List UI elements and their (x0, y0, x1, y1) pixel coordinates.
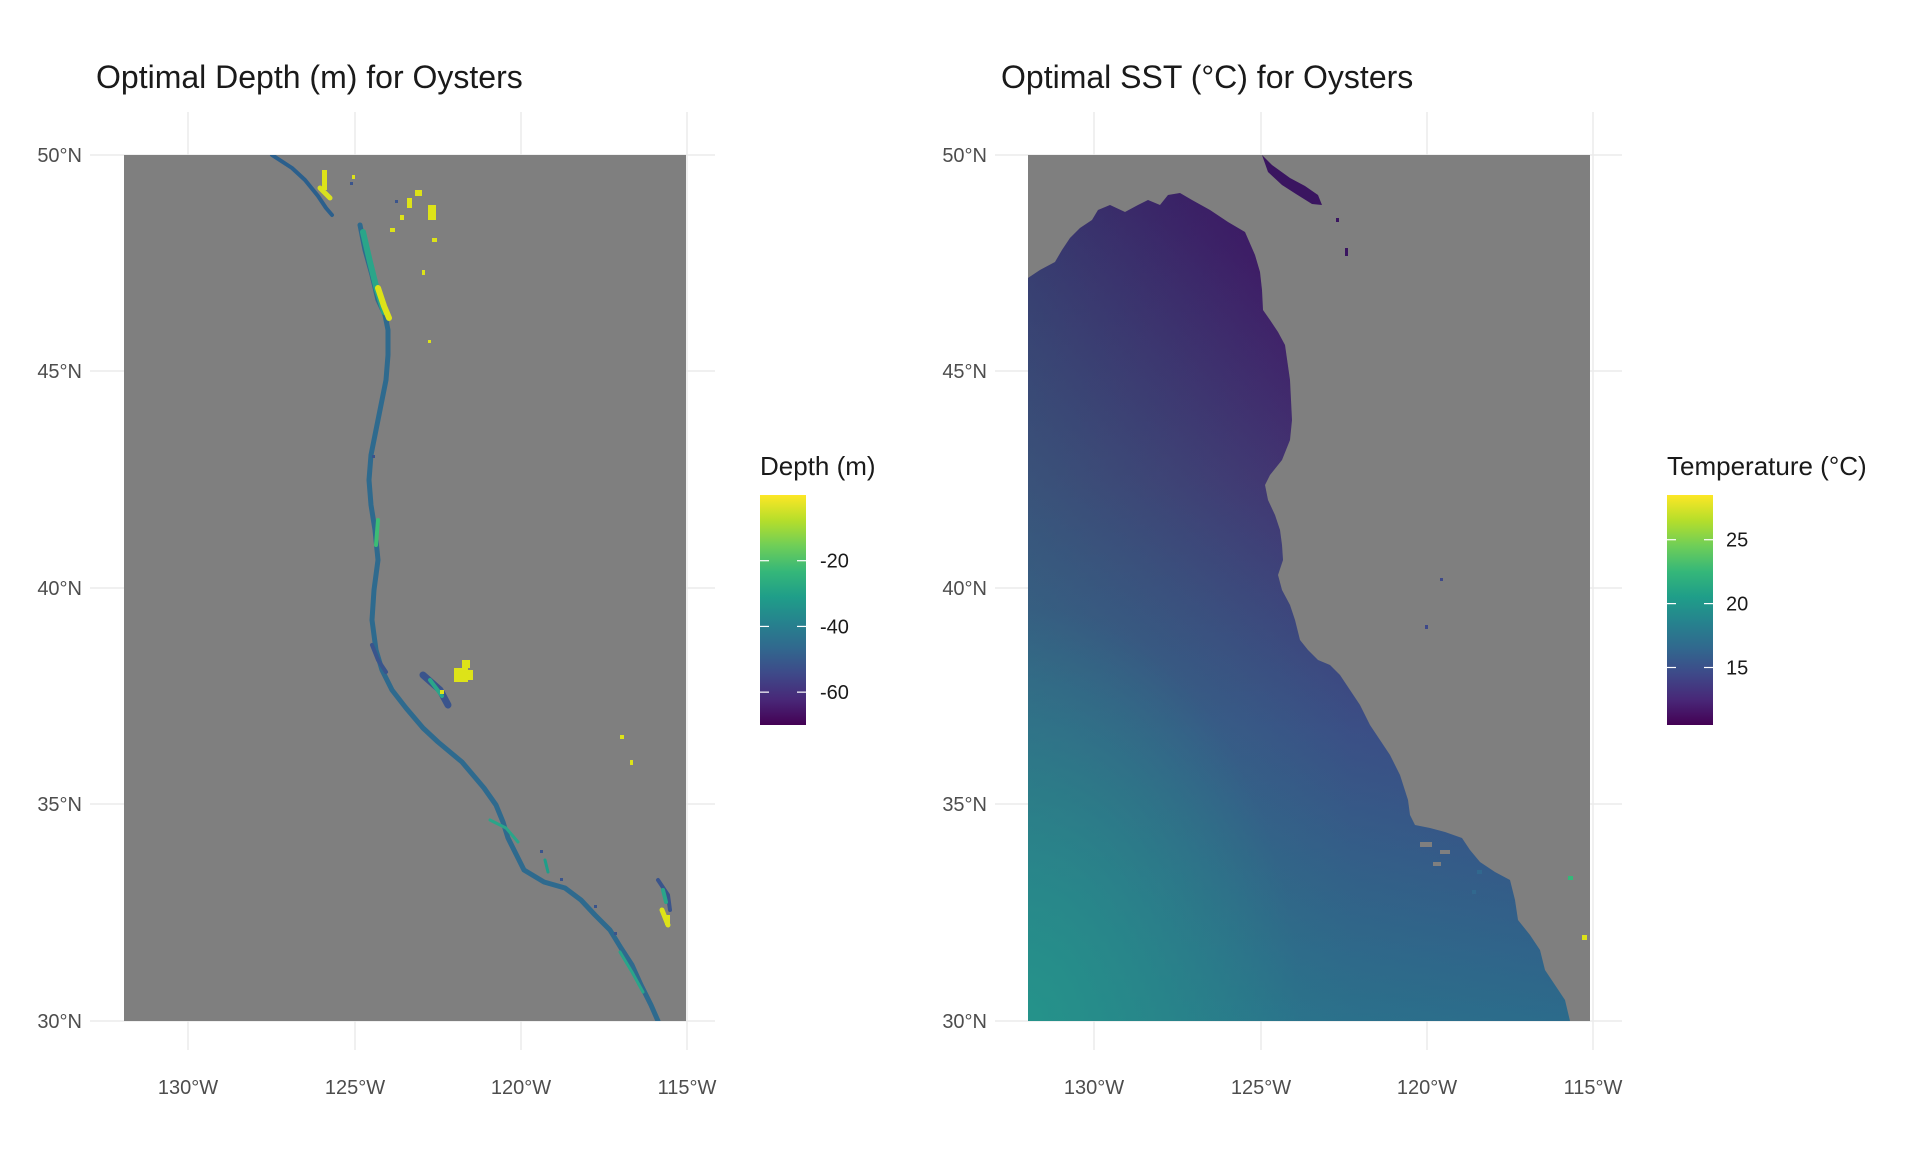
y-tick-label: 45°N (37, 361, 82, 383)
legend-colorbar (760, 495, 806, 725)
channel-islands (1420, 842, 1450, 866)
y-tick-label: 30°N (942, 1011, 987, 1033)
x-tick-label: 125°W (325, 1077, 385, 1099)
x-axis: 130°W 125°W 120°W 115°W (158, 1077, 717, 1099)
y-tick-label: 45°N (942, 361, 987, 383)
depth-legend: Depth (m) -20 -40 -60 (760, 451, 876, 725)
x-tick-label: 120°W (491, 1077, 551, 1099)
x-tick-label: 130°W (158, 1077, 218, 1099)
y-axis: 50°N 45°N 40°N 35°N 30°N (942, 145, 987, 1033)
legend-tick-label: 20 (1726, 594, 1748, 616)
y-tick-label: 50°N (37, 145, 82, 167)
legend-tick-label: -60 (820, 682, 849, 704)
depth-shallow-patches (322, 170, 670, 925)
x-tick-label: 115°W (658, 1077, 717, 1099)
x-axis: 130°W 125°W 120°W 115°W (1064, 1077, 1623, 1099)
y-tick-label: 40°N (942, 578, 987, 600)
sst-raster (1028, 155, 1590, 1021)
legend-tick-label: -20 (820, 551, 849, 573)
legend-colorbar (1667, 495, 1713, 725)
legend-tick-label: 25 (1726, 530, 1748, 552)
legend-title: Depth (m) (760, 451, 876, 481)
chart-title: Optimal SST (°C) for Oysters (1001, 59, 1413, 95)
x-tick-label: 115°W (1564, 1077, 1623, 1099)
x-tick-label: 130°W (1064, 1077, 1124, 1099)
depth-panel: Optimal Depth (m) for Oysters (37, 59, 875, 1099)
puget-sound-cells (1262, 155, 1348, 256)
chart-title: Optimal Depth (m) for Oysters (96, 59, 523, 95)
y-tick-label: 35°N (37, 794, 82, 816)
y-tick-label: 35°N (942, 794, 987, 816)
legend-title: Temperature (°C) (1667, 451, 1867, 481)
x-tick-label: 125°W (1231, 1077, 1291, 1099)
y-tick-label: 50°N (942, 145, 987, 167)
depth-small-cells (350, 182, 617, 935)
y-tick-label: 30°N (37, 1011, 82, 1033)
sst-panel: Optimal SST (°C) for Oysters (942, 59, 1866, 1099)
ocean-sst (1028, 193, 1570, 1021)
x-tick-label: 120°W (1397, 1077, 1457, 1099)
legend-tick-label: -40 (820, 616, 849, 638)
y-axis: 50°N 45°N 40°N 35°N 30°N (37, 145, 82, 1033)
land-raster (124, 155, 686, 1021)
legend-tick-label: 15 (1726, 658, 1748, 680)
y-tick-label: 40°N (37, 578, 82, 600)
sst-legend: Temperature (°C) 25 20 15 (1667, 451, 1867, 725)
inland-cells (1425, 578, 1587, 940)
